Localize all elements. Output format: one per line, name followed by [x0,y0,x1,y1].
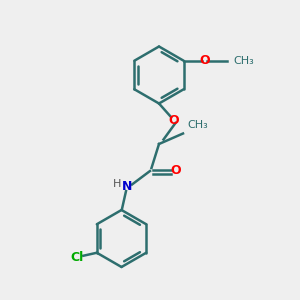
Text: CH₃: CH₃ [188,121,208,130]
Text: CH₃: CH₃ [233,56,254,66]
Text: Cl: Cl [71,251,84,264]
Text: O: O [170,164,181,178]
Text: N: N [122,180,132,194]
Text: O: O [200,54,210,67]
Text: O: O [169,113,179,127]
Text: H: H [113,179,121,189]
